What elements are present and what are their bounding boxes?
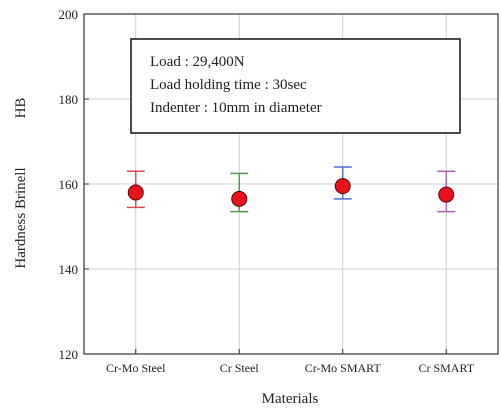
y-axis-ticks: 120 140 160 180 200 bbox=[59, 7, 89, 362]
data-point bbox=[334, 178, 351, 195]
data-point bbox=[438, 186, 455, 203]
y-tick-label: 140 bbox=[59, 262, 79, 277]
x-tick-label: Cr-Mo SMART bbox=[305, 361, 382, 375]
y-axis-unit: HB bbox=[13, 98, 29, 119]
data-point bbox=[127, 184, 144, 201]
y-tick-label: 200 bbox=[59, 7, 79, 22]
x-axis-ticks: Cr-Mo Steel Cr Steel Cr-Mo SMART Cr SMART bbox=[106, 349, 475, 375]
x-tick-label: Cr-Mo Steel bbox=[106, 361, 166, 375]
annotation-load: Load : 29,400N bbox=[150, 54, 245, 70]
y-tick-label: 160 bbox=[59, 177, 79, 192]
data-marks bbox=[126, 166, 456, 213]
x-tick-label: Cr SMART bbox=[418, 361, 474, 375]
x-tick-label: Cr Steel bbox=[220, 361, 260, 375]
x-axis-label: Materials bbox=[262, 391, 319, 407]
annotation-indenter: Indenter : 10mm in diameter bbox=[150, 100, 322, 116]
y-tick-label: 180 bbox=[59, 92, 79, 107]
data-point bbox=[231, 190, 248, 207]
annotation-holding-time: Load holding time : 30sec bbox=[150, 77, 307, 93]
y-tick-label: 120 bbox=[59, 347, 79, 362]
y-axis-label: Hardness Brinell bbox=[13, 167, 29, 268]
annotation-box: Load : 29,400N Load holding time : 30sec… bbox=[130, 38, 461, 134]
